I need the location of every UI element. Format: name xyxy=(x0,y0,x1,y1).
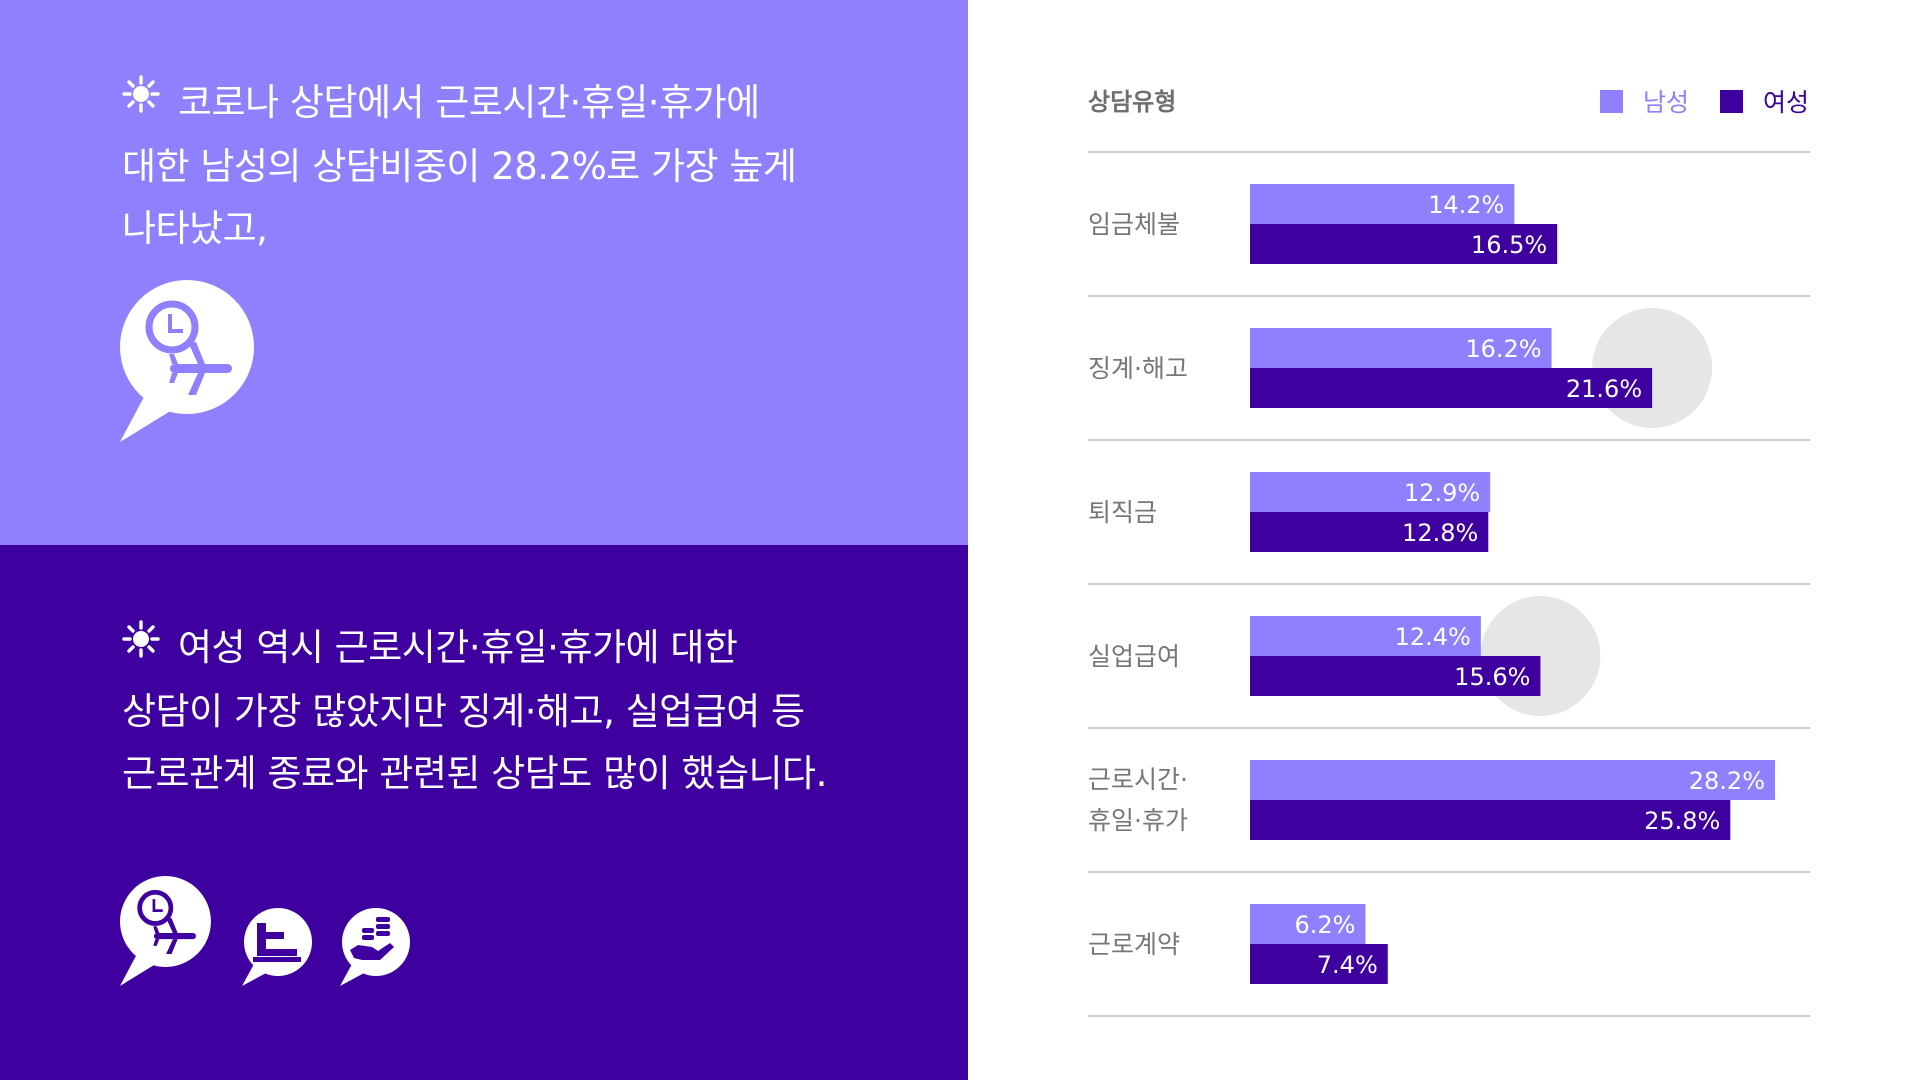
bar-value-label: 14.2% xyxy=(1428,191,1504,219)
bar-female xyxy=(1250,800,1731,840)
legend-label-female: 여성 xyxy=(1763,88,1810,117)
category-label-line: 휴일·휴가 xyxy=(1088,806,1188,835)
bar-female xyxy=(1250,512,1489,552)
bar-value-label: 12.4% xyxy=(1395,623,1471,651)
bar-female xyxy=(1250,656,1541,696)
top-statement-text-1: 코로나 상담에서 근로시간·휴일·휴가에 xyxy=(178,81,760,124)
bar-value-label: 28.2% xyxy=(1689,767,1765,795)
category-label: 실업급여 xyxy=(1088,636,1180,677)
top-panel xyxy=(0,0,968,545)
bar-value-label: 7.4% xyxy=(1317,951,1378,979)
category-label-line: 임금체불 xyxy=(1088,209,1181,239)
chart-category-header: 상담유형 xyxy=(1088,88,1177,116)
bottom-statement-line-2: 상담이 가장 많았지만 징계·해고, 실업급여 등 xyxy=(122,689,805,733)
legend-swatch-female xyxy=(1720,89,1743,113)
bar-male xyxy=(1250,328,1552,368)
bottom-statement-line-1: 여성 역시 근로시간·휴일·휴가에 대한 xyxy=(122,617,827,681)
bar-value-label: 21.6% xyxy=(1566,375,1642,403)
bar-female xyxy=(1250,368,1653,408)
bar-male xyxy=(1250,904,1366,944)
bar-value-label: 15.6% xyxy=(1454,663,1530,691)
legend-swatch-male xyxy=(1600,89,1623,113)
category-label: 근로계약 xyxy=(1088,924,1180,965)
category-label-line: 퇴직금 xyxy=(1088,497,1158,527)
bar-male xyxy=(1250,616,1481,656)
hand-coins-speech-icon xyxy=(340,908,410,986)
top-statement: 코로나 상담에서 근로시간·휴일·휴가에 대한 남성의 상담비중이 28.2%로… xyxy=(122,72,797,260)
category-label: 근로시간· 휴일·휴가 xyxy=(1088,759,1188,841)
sun-bullet-icon xyxy=(122,615,160,677)
legend-label-male: 남성 xyxy=(1643,88,1690,117)
clock-plane-speech-icon xyxy=(120,876,211,986)
top-statement-line-2: 대한 남성의 상담비중이 28.2%로 가장 높게 xyxy=(122,144,797,188)
category-label: 퇴직금 xyxy=(1088,492,1157,533)
legend-item-male: 남성 xyxy=(1600,83,1689,119)
bottom-statement-line-3: 근로관계 종료와 관련된 상담도 많이 했습니다. xyxy=(122,751,827,795)
category-label: 징계·해고 xyxy=(1088,348,1188,389)
category-label-line: 근로시간· xyxy=(1088,765,1188,794)
bar-male xyxy=(1250,184,1515,224)
bar-value-label: 16.2% xyxy=(1465,335,1541,363)
bar-value-label: 25.8% xyxy=(1644,807,1720,835)
bar-value-label: 6.2% xyxy=(1294,911,1355,939)
bar-male xyxy=(1250,472,1491,512)
bar-female xyxy=(1250,944,1388,984)
category-label-line: 징계·해고 xyxy=(1088,353,1188,383)
category-label-line: 근로계약 xyxy=(1088,929,1181,959)
bar-female xyxy=(1250,224,1558,264)
gavel-speech-icon xyxy=(242,908,312,986)
bottom-statement-text-1: 여성 역시 근로시간·휴일·휴가에 대한 xyxy=(178,626,738,669)
clock-plane-speech-icon xyxy=(120,280,254,442)
bar-value-label: 16.5% xyxy=(1471,231,1547,259)
legend-item-female: 여성 xyxy=(1720,83,1809,119)
category-label-line: 실업급여 xyxy=(1088,641,1181,671)
top-statement-line-1: 코로나 상담에서 근로시간·휴일·휴가에 xyxy=(122,72,796,136)
bottom-statement: 여성 역시 근로시간·휴일·휴가에 대한 상담이 가장 많았지만 징계·해고, … xyxy=(122,617,827,805)
bar-value-label: 12.8% xyxy=(1402,519,1478,547)
bottom-panel xyxy=(0,545,968,1080)
sun-bullet-icon xyxy=(122,70,160,132)
bar-male xyxy=(1250,760,1775,800)
category-label: 임금체불 xyxy=(1088,204,1180,245)
top-statement-line-3: 나타났고, xyxy=(122,206,268,250)
bar-value-label: 12.9% xyxy=(1404,479,1480,507)
